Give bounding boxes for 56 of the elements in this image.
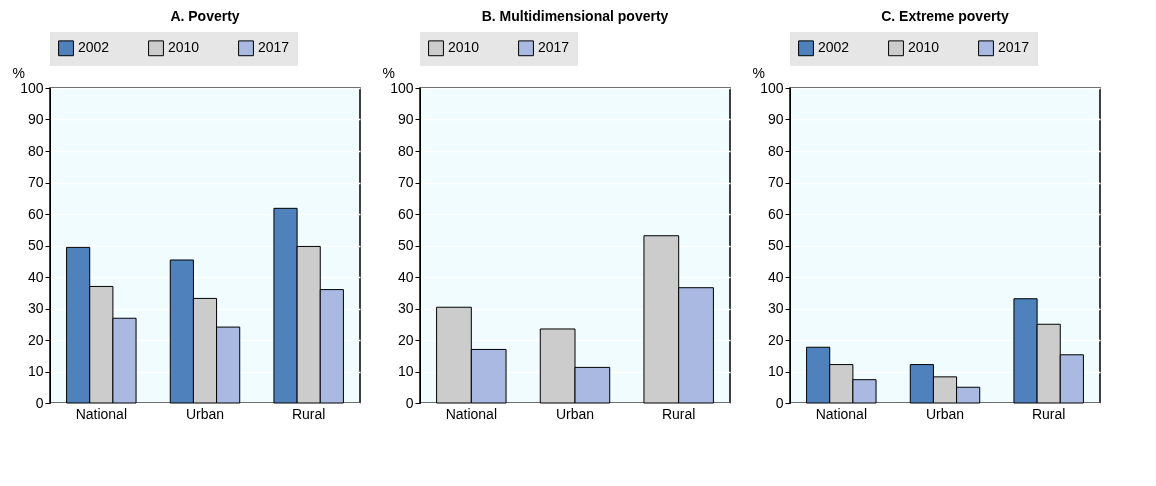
legend-label: 2017 — [538, 39, 570, 56]
y-tick-label: 40 — [767, 268, 784, 285]
x-tick-label: National — [445, 405, 498, 422]
y-tick-label: 0 — [775, 394, 784, 411]
y-tick-label: 30 — [27, 300, 44, 316]
y-tick-label: 100 — [760, 79, 784, 96]
y-tick-label: 70 — [397, 174, 414, 190]
legend-label: 2010 — [448, 39, 480, 56]
y-tick-label: 50 — [397, 237, 414, 253]
y-tick-label: 70 — [767, 174, 784, 190]
x-tick-label: Urban — [555, 405, 595, 422]
legend-label: 2002 — [78, 39, 110, 56]
y-tick-label: 80 — [27, 142, 44, 159]
y-axis-title: % — [752, 64, 765, 81]
y-tick-label: 50 — [767, 237, 784, 253]
y-tick-label: 90 — [767, 111, 784, 127]
y-tick-label: 0 — [405, 394, 414, 411]
x-tick-label: Urban — [185, 405, 225, 422]
y-tick-label: 90 — [27, 111, 44, 127]
chart-title: A. Poverty — [170, 8, 240, 24]
legend-label: 2017 — [998, 39, 1030, 56]
y-tick-label: 60 — [27, 205, 44, 222]
y-tick-label: 80 — [397, 142, 414, 159]
y-tick-label: 40 — [27, 268, 44, 285]
chart-title: B. Multidimensional poverty — [481, 8, 669, 24]
y-tick-label: 60 — [397, 205, 414, 222]
legend-label: 2010 — [168, 39, 200, 56]
y-tick-label: 30 — [397, 300, 414, 316]
y-axis-title: % — [12, 64, 25, 81]
y-tick-label: 100 — [20, 79, 44, 96]
y-tick-label: 20 — [397, 331, 414, 348]
chart-title: C. Extreme poverty — [881, 8, 1010, 24]
y-tick-label: 20 — [767, 331, 784, 348]
y-tick-label: 90 — [397, 111, 414, 127]
x-tick-label: National — [815, 405, 868, 422]
y-tick-label: 50 — [27, 237, 44, 253]
y-tick-label: 70 — [27, 174, 44, 190]
x-tick-label: Urban — [925, 405, 965, 422]
x-tick-label: Rural — [1031, 405, 1066, 422]
y-tick-label: 10 — [397, 363, 414, 379]
y-tick-label: 30 — [767, 300, 784, 316]
legend-label: 2010 — [908, 39, 940, 56]
y-tick-label: 40 — [397, 268, 414, 285]
x-tick-label: Rural — [291, 405, 326, 422]
y-tick-label: 100 — [390, 79, 414, 96]
y-tick-label: 60 — [767, 205, 784, 222]
x-tick-label: Rural — [661, 405, 696, 422]
y-axis-title: % — [382, 64, 395, 81]
y-tick-label: 10 — [767, 363, 784, 379]
y-tick-label: 20 — [27, 331, 44, 348]
y-tick-label: 0 — [35, 394, 44, 411]
y-tick-label: 80 — [767, 142, 784, 159]
legend-label: 2017 — [258, 39, 290, 56]
x-tick-label: National — [75, 405, 128, 422]
legend-label: 2002 — [818, 39, 850, 56]
y-tick-label: 10 — [27, 363, 44, 379]
